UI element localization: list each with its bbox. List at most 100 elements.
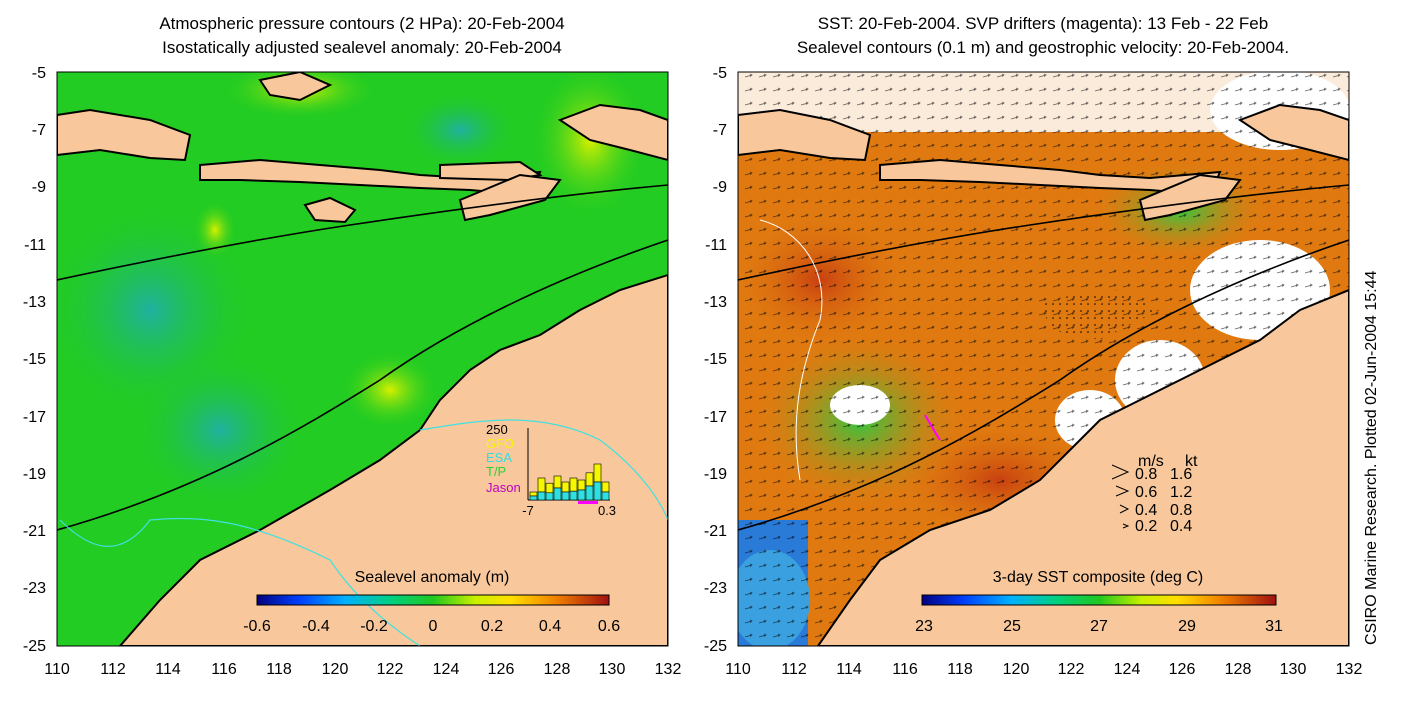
histogram-xmin-label: -7 <box>522 503 534 518</box>
y-tick-label: -13 <box>704 294 727 311</box>
altimeter-histogram-inset: 250 GFO ESA T/P Jason -7 0.3 <box>486 422 616 518</box>
right-title-line2: Sealevel contours (0.1 m) and geostrophi… <box>797 38 1289 57</box>
velocity-key-unit-ms: m/s <box>1138 453 1164 470</box>
histogram-bar-gfo <box>545 482 554 494</box>
y-tick-label: -5 <box>713 65 727 82</box>
y-tick-label: -9 <box>32 179 46 196</box>
y-tick-label: -19 <box>704 466 727 483</box>
low-anomaly-region <box>400 90 520 170</box>
y-tick-label: -7 <box>713 122 727 139</box>
histogram-bar-gfo <box>561 481 570 493</box>
x-tick-label: 114 <box>836 661 862 678</box>
colorbar-tick-label: -0.4 <box>302 618 330 635</box>
velocity-key-ms: 0.8 <box>1135 466 1157 483</box>
histogram-bar-esa <box>537 491 546 501</box>
x-tick-label: 118 <box>266 661 292 678</box>
high-anomaly-region <box>340 350 440 430</box>
sealevel-colorbar-scale <box>256 594 610 606</box>
velocity-arrow-glyph <box>1111 464 1130 480</box>
legend-jason: Jason <box>486 480 521 495</box>
velocity-arrow-glyph <box>1115 485 1130 497</box>
y-tick-label: -23 <box>23 580 46 597</box>
y-tick-label: -15 <box>704 351 727 368</box>
velocity-key-unit-kt: kt <box>1185 453 1198 470</box>
histogram-bar-gfo <box>601 481 610 493</box>
sulawesi-tip <box>258 72 333 102</box>
histogram-bar-esa <box>569 490 578 501</box>
histogram-bar-gfo <box>577 479 586 491</box>
left-x-axis: 110 112 114 116 118 120 122 124 126 128 … <box>44 661 681 678</box>
y-tick-label: -19 <box>23 466 46 483</box>
histogram-xmax-label: 0.3 <box>598 503 616 518</box>
colorbar-tick-label: 0.6 <box>598 618 620 635</box>
y-tick-label: -21 <box>23 523 46 540</box>
colorbar-tick-label: 25 <box>1003 618 1021 635</box>
velocity-scale-key: m/s kt 0.8 1.6 0.6 1.2 0.4 0.8 0.2 0.4 <box>1111 453 1198 535</box>
right-x-axis: 110 112 114 116 118 120 122 124 126 128 … <box>725 661 1362 678</box>
left-title-line1: Atmospheric pressure contours (2 HPa): 2… <box>159 14 564 33</box>
y-tick-label: -5 <box>32 65 46 82</box>
x-tick-label: 122 <box>1058 661 1085 678</box>
left-title-line2: Isostatically adjusted sealevel anomaly:… <box>162 38 562 57</box>
left-map-area <box>57 72 668 646</box>
x-tick-label: 128 <box>1225 661 1252 678</box>
pressure-contour <box>57 239 668 531</box>
velocity-key-kt: 0.8 <box>1170 502 1192 519</box>
y-tick-label: -13 <box>23 294 46 311</box>
banda-islands <box>557 103 668 162</box>
histogram-bar-esa <box>553 487 562 501</box>
histogram-bars <box>529 463 610 504</box>
y-tick-label: -7 <box>32 122 46 139</box>
left-map-panel: Atmospheric pressure contours (2 HPa): 2… <box>23 14 682 678</box>
y-tick-label: -23 <box>704 580 727 597</box>
histogram-ymax-label: 250 <box>486 422 508 437</box>
java-island <box>738 108 872 162</box>
shelf-velocity-dots <box>1040 290 1160 340</box>
x-tick-label: 116 <box>211 661 237 678</box>
velocity-arrow-glyph <box>1119 504 1130 514</box>
right-y-axis: -5 -7 -9 -11 -13 -15 -17 -19 -21 -23 -25 <box>704 65 727 655</box>
banda-islands <box>1237 103 1349 162</box>
y-tick-label: -25 <box>23 638 46 655</box>
x-tick-label: 110 <box>44 661 70 678</box>
australia-land <box>816 288 1349 646</box>
pressure-contour <box>57 184 668 281</box>
sst-colorbar-scale <box>921 594 1277 606</box>
high-anomaly-region <box>193 200 237 260</box>
histogram-bar-esa <box>593 481 602 501</box>
y-tick-label: -17 <box>23 409 46 426</box>
velocity-key-kt: 1.2 <box>1170 484 1192 501</box>
legend-esa: ESA <box>486 450 512 465</box>
sealevel-colorbar-title: Sealevel anomaly (m) <box>355 569 510 586</box>
colorbar-tick-label: 0 <box>429 618 438 635</box>
right-map-frame <box>737 71 1350 647</box>
histogram-bar-esa <box>585 485 594 501</box>
left-y-axis: -5 -7 -9 -11 -13 -15 -17 -19 -21 -23 -25 <box>23 65 46 655</box>
x-tick-label: 130 <box>1280 661 1307 678</box>
histogram-bar-gfo <box>553 475 562 489</box>
plot-credit: CSIRO Marine Research. Plotted 02-Jun-20… <box>1363 270 1380 645</box>
colorbar-tick-label: -0.2 <box>360 618 388 635</box>
colorbar-tick-label: 0.2 <box>481 618 503 635</box>
sealevel-contour <box>738 239 1349 531</box>
histogram-bar-gfo <box>529 491 538 497</box>
y-tick-label: -17 <box>704 409 727 426</box>
y-tick-label: -25 <box>704 638 727 655</box>
timor-island <box>458 173 562 222</box>
colorbar-tick-label: 27 <box>1090 618 1108 635</box>
right-map-area <box>738 72 1349 646</box>
right-title-line1: SST: 20-Feb-2004. SVP drifters (magenta)… <box>818 14 1268 33</box>
sealevel-contour-white <box>759 219 823 481</box>
velocity-key-ms: 0.4 <box>1135 502 1157 519</box>
velocity-key-ms: 0.2 <box>1135 518 1157 535</box>
x-tick-label: 132 <box>1336 661 1363 678</box>
svp-drifter-track <box>924 414 941 441</box>
x-tick-label: 122 <box>377 661 404 678</box>
legend-tp: T/P <box>486 464 506 479</box>
histogram-bar-esa <box>577 489 586 501</box>
x-tick-label: 116 <box>892 661 918 678</box>
sst-colorbar: 3-day SST composite (deg C) 23 25 27 29 … <box>915 569 1283 635</box>
legend-gfo: GFO <box>486 436 514 451</box>
histogram-bar-esa <box>529 495 538 501</box>
